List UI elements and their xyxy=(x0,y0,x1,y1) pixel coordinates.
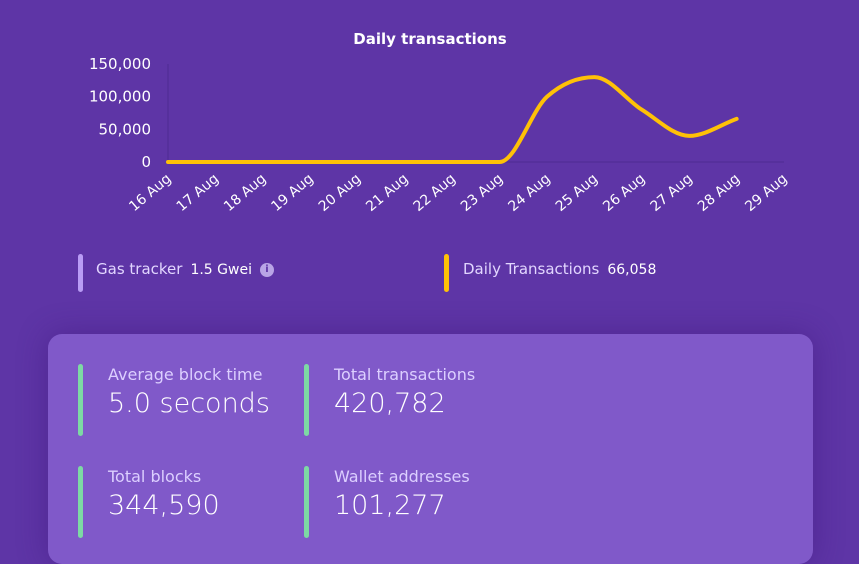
gas-label: Gas tracker xyxy=(96,260,183,278)
x-tick-label: 22 Aug xyxy=(411,171,459,215)
daily-label: Daily Transactions xyxy=(463,260,600,278)
stat-marker xyxy=(304,364,309,436)
stat-value: 101,277 xyxy=(334,490,446,521)
daily-transactions-chart: Daily transactions 0 50,000 100,000 150,000… xyxy=(89,30,791,215)
stat-label: Total transactions xyxy=(334,365,476,384)
stats-card: Average block time 5.0 seconds Total tran… xyxy=(48,334,813,564)
daily-transactions-stat: Daily Transactions 66,058 xyxy=(444,254,656,292)
stat-marker xyxy=(78,364,83,436)
x-tick-label: 20 Aug xyxy=(316,171,364,215)
gas-tracker: Gas tracker 1.5 Gwei i xyxy=(78,254,274,292)
x-tick-label: 17 Aug xyxy=(174,171,222,215)
x-tick-label: 26 Aug xyxy=(600,171,648,215)
stat-label: Average block time xyxy=(108,365,263,384)
x-tick-label: 21 Aug xyxy=(363,171,411,215)
x-tick-label: 19 Aug xyxy=(268,171,316,215)
x-tick-label: 27 Aug xyxy=(648,171,696,215)
stat-wallet-addresses: Wallet addresses 101,277 xyxy=(304,466,470,538)
stat-marker xyxy=(304,466,309,538)
daily-value: 66,058 xyxy=(607,262,657,278)
stat-value: 420,782 xyxy=(334,388,446,419)
daily-marker xyxy=(444,254,449,292)
x-tick-label: 24 Aug xyxy=(505,171,553,215)
info-icon[interactable]: i xyxy=(259,262,274,277)
x-tick-label: 18 Aug xyxy=(221,171,269,215)
stat-total-transactions: Total transactions 420,782 xyxy=(304,364,475,436)
series-line xyxy=(166,75,739,164)
y-tick-label: 150,000 xyxy=(89,55,151,73)
gas-marker xyxy=(78,254,83,292)
x-tick-label: 29 Aug xyxy=(742,171,790,215)
x-tick-label: 25 Aug xyxy=(553,171,601,215)
chart-title: Daily transactions xyxy=(353,30,506,48)
stat-total-blocks: Total blocks 344,590 xyxy=(78,466,220,538)
gas-value: 1.5 Gwei xyxy=(190,262,252,278)
stat-label: Wallet addresses xyxy=(334,467,470,486)
stat-value: 344,590 xyxy=(108,490,220,521)
y-tick-label: 50,000 xyxy=(99,120,152,138)
x-tick-label: 16 Aug xyxy=(126,171,174,215)
stat-average-block-time: Average block time 5.0 seconds xyxy=(78,364,270,436)
y-tick-label: 100,000 xyxy=(89,88,151,106)
x-tick-label: 23 Aug xyxy=(458,171,506,215)
stat-value: 5.0 seconds xyxy=(108,388,270,419)
stat-label: Total blocks xyxy=(108,467,202,486)
stat-marker xyxy=(78,466,83,538)
y-tick-label: 0 xyxy=(141,153,151,171)
x-tick-label: 28 Aug xyxy=(695,171,743,215)
